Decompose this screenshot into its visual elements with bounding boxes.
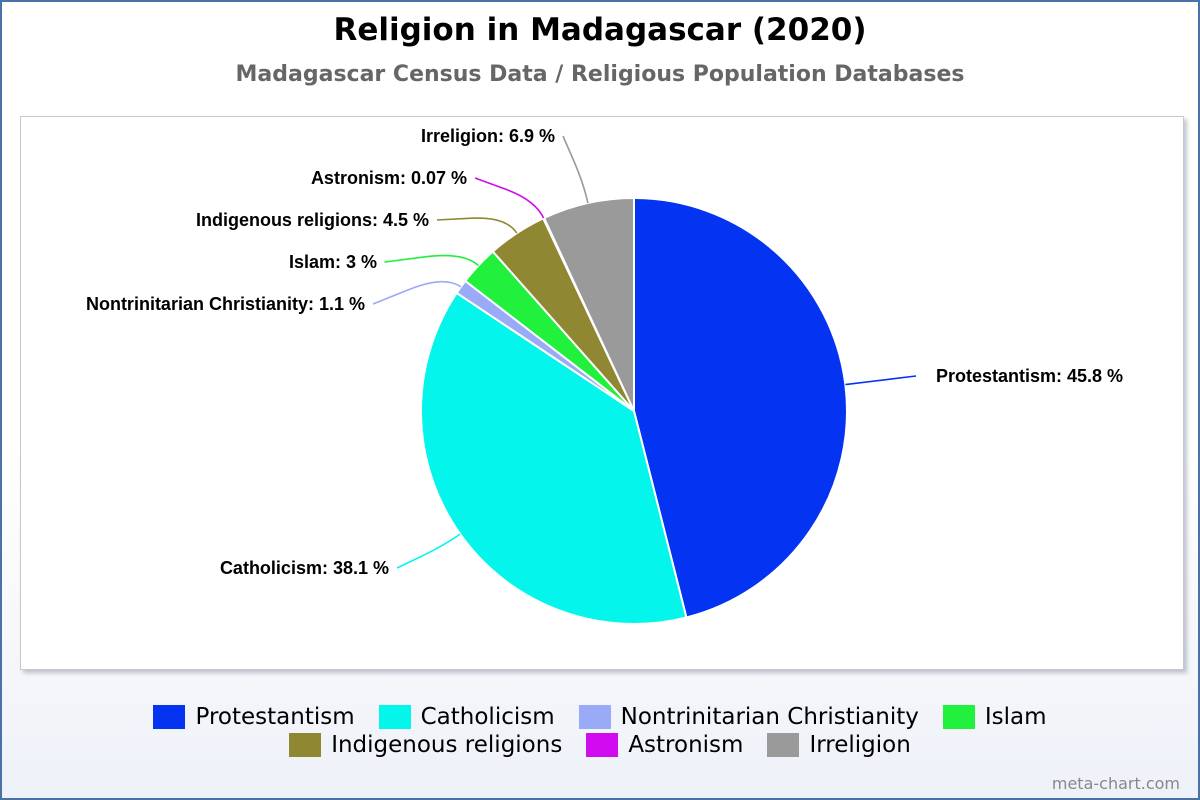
leader-line-irreligion <box>562 135 589 204</box>
legend-swatch <box>586 733 619 757</box>
leader-line-astronism <box>474 177 545 219</box>
leader-line-protestantism <box>845 375 917 386</box>
data-label-irreligion: Irreligion: 6.9 % <box>421 126 555 146</box>
legend-item-irreligion[interactable]: Irreligion <box>767 732 911 758</box>
legend-row: Indigenous religions Astronism Irreligio… <box>0 731 1200 759</box>
legend-label: Nontrinitarian Christianity <box>620 704 919 730</box>
legend-item-nontrinitarian-christianity[interactable]: Nontrinitarian Christianity <box>578 704 919 730</box>
leader-line-islam <box>384 254 479 267</box>
chart-subtitle: Madagascar Census Data / Religious Popul… <box>235 62 965 87</box>
legend-item-astronism[interactable]: Astronism <box>586 732 743 758</box>
legend-item-islam[interactable]: Islam <box>942 704 1047 730</box>
data-label-catholicism: Catholicism: 38.1 % <box>220 558 389 578</box>
pie-slice-protestantism[interactable] <box>633 196 848 619</box>
legend-row: Protestantism Catholicism Nontrinitarian… <box>0 703 1200 731</box>
legend-label: Islam <box>984 704 1047 730</box>
legend-item-catholicism[interactable]: Catholicism <box>378 704 555 730</box>
data-label-astronism: Astronism: 0.07 % <box>311 168 467 188</box>
legend-swatch <box>153 705 186 729</box>
pie-slice-irreligion[interactable] <box>542 196 635 412</box>
data-label-islam: Islam: 3 % <box>289 252 377 272</box>
leader-line-catholicism <box>396 533 461 569</box>
legend-item-protestantism[interactable]: Protestantism <box>153 704 355 730</box>
legend-swatch <box>767 733 800 757</box>
legend-label: Protestantism <box>195 704 355 730</box>
data-label-protestantism: Protestantism: 45.8 % <box>936 366 1123 386</box>
data-label-indigenous-religions: Indigenous religions: 4.5 % <box>196 210 429 230</box>
chart-title: Religion in Madagascar (2020) <box>333 12 867 48</box>
leader-line-indigenous-religions <box>436 217 518 234</box>
leader-lines <box>372 135 917 569</box>
leader-line-nontrinitarian-christianity <box>372 280 462 305</box>
legend: Protestantism Catholicism Nontrinitarian… <box>0 703 1200 759</box>
legend-label: Indigenous religions <box>331 732 563 758</box>
pie-slices <box>420 196 848 625</box>
pie-slice-catholicism[interactable] <box>420 291 688 625</box>
legend-label: Irreligion <box>809 732 911 758</box>
legend-swatch <box>942 705 975 729</box>
data-labels: Protestantism: 45.8 % Catholicism: 38.1 %… <box>86 126 1123 578</box>
legend-item-indigenous-religions[interactable]: Indigenous religions <box>289 732 562 758</box>
legend-swatch <box>378 705 411 729</box>
data-label-nontrinitarian-christianity: Nontrinitarian Christianity: 1.1 % <box>86 294 365 314</box>
legend-label: Catholicism <box>420 704 555 730</box>
legend-swatch <box>578 705 611 729</box>
legend-swatch <box>289 733 322 757</box>
legend-label: Astronism <box>628 732 744 758</box>
footer-credit: meta-chart.com <box>1051 774 1180 793</box>
